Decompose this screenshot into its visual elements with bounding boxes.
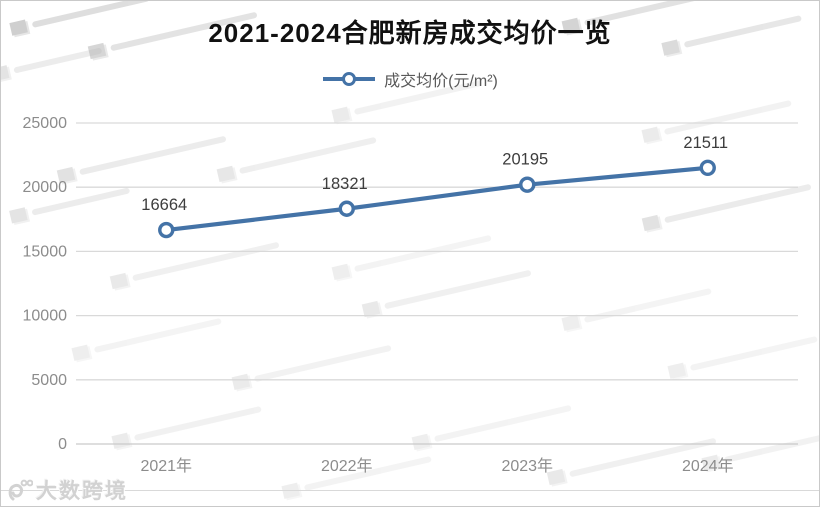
chart-frame-divider bbox=[1, 490, 819, 491]
data-point-marker bbox=[158, 221, 175, 239]
data-point-label: 18321 bbox=[322, 175, 368, 193]
data-point-label: 16664 bbox=[141, 196, 187, 214]
legend: 成交均价(元/m²) bbox=[1, 67, 819, 91]
y-tick-label: 15000 bbox=[23, 243, 68, 260]
legend-label: 成交均价(元/m²) bbox=[384, 73, 498, 90]
y-tick-label: 20000 bbox=[23, 179, 68, 196]
x-tick-label: 2022年 bbox=[321, 457, 373, 475]
x-tick-label: 2021年 bbox=[140, 457, 192, 475]
y-tick-label: 0 bbox=[58, 436, 67, 453]
x-tick-label: 2023年 bbox=[501, 457, 553, 475]
data-point-marker bbox=[338, 200, 355, 217]
legend-line-marker-icon bbox=[323, 72, 376, 86]
data-point-marker bbox=[519, 176, 536, 193]
y-tick-label: 10000 bbox=[23, 308, 68, 325]
data-point-label: 20195 bbox=[502, 151, 548, 169]
y-tick-label: 5000 bbox=[31, 372, 67, 389]
series-line bbox=[164, 165, 710, 233]
y-tick-label: 25000 bbox=[23, 115, 68, 132]
data-point-label: 21511 bbox=[683, 134, 728, 152]
data-point-marker bbox=[699, 159, 716, 176]
x-tick-label: 2024年 bbox=[682, 457, 734, 475]
chart-title: 2021-2024合肥新房成交均价一览 bbox=[208, 18, 612, 48]
